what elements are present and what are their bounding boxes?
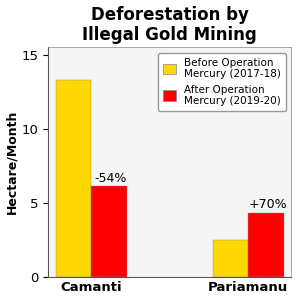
Bar (91, 186, 127, 277)
Bar (248, 213, 284, 277)
Bar (56, 80, 91, 277)
Legend: Before Operation
Mercury (2017-18), After Operation
Mercury (2019-20): Before Operation Mercury (2017-18), Afte… (158, 52, 286, 111)
Bar (213, 240, 248, 277)
Y-axis label: Hectare/Month: Hectare/Month (6, 110, 18, 214)
Text: -54%: -54% (94, 172, 127, 185)
Text: +70%: +70% (248, 199, 287, 212)
Title: Deforestation by
Illegal Gold Mining: Deforestation by Illegal Gold Mining (82, 6, 257, 44)
